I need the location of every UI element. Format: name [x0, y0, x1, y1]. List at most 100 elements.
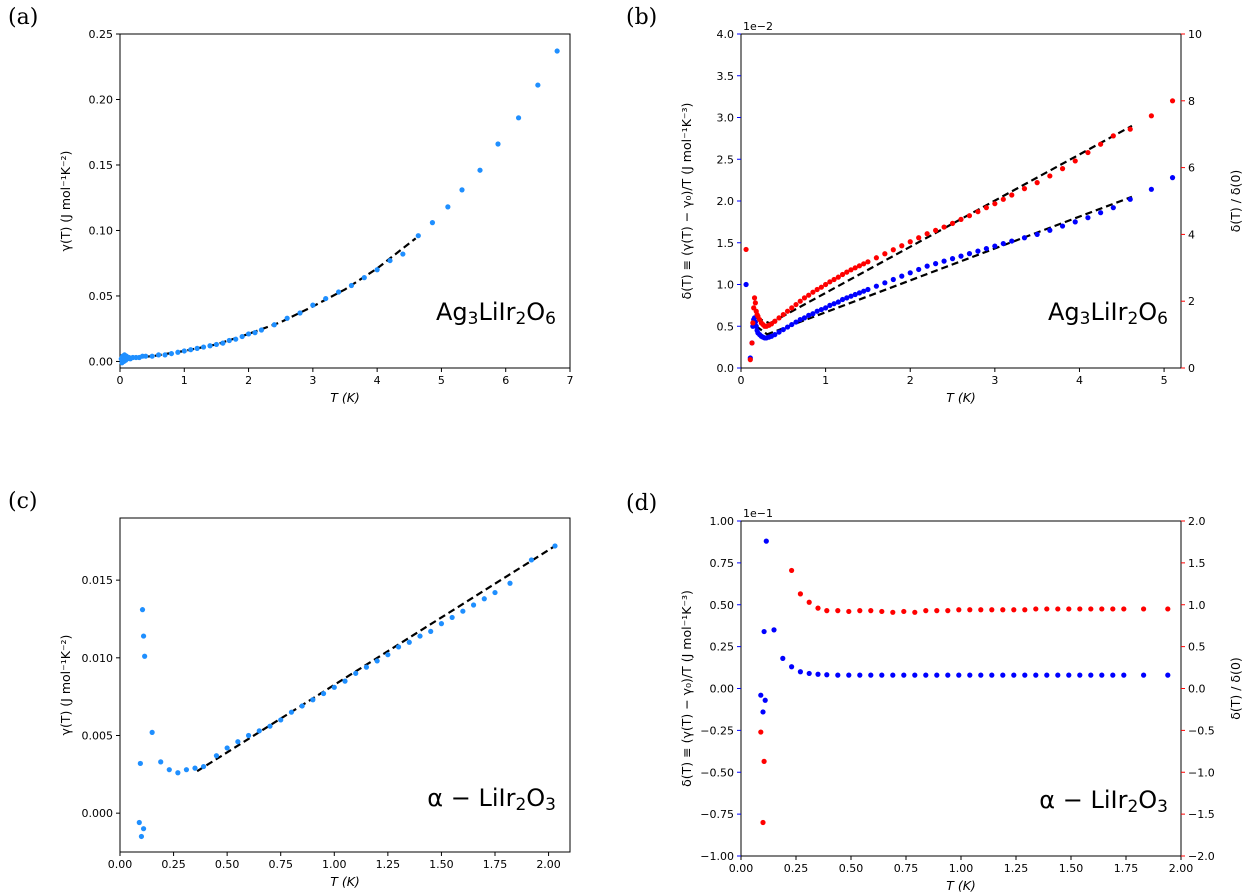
data-point — [801, 315, 808, 321]
panel-label: (a) — [8, 5, 38, 30]
data-point — [1072, 158, 1078, 164]
y-tick-label: 4.0 — [717, 28, 735, 41]
data-point — [158, 759, 164, 765]
data-point — [137, 760, 143, 767]
data-point — [1141, 672, 1147, 678]
data-point — [374, 658, 380, 664]
data-point — [200, 344, 207, 350]
x-tick-label: 2 — [907, 374, 914, 387]
data-point — [861, 261, 867, 267]
y-right-axis-title: δ(T) / δ(0) — [1228, 170, 1243, 233]
y-tick-label: 1.0 — [717, 279, 735, 292]
data-point — [1055, 606, 1061, 612]
x-tick-label: 0.00 — [108, 858, 133, 871]
x-tick-label: 1 — [181, 374, 188, 387]
x-tick-label: 1.75 — [483, 858, 508, 871]
data-point — [1088, 672, 1094, 678]
data-point — [873, 255, 879, 261]
data-point — [924, 231, 930, 237]
panel-label: (d) — [626, 491, 657, 516]
data-point — [1009, 238, 1015, 244]
data-point — [941, 224, 947, 230]
x-tick-label: 6 — [502, 374, 509, 387]
data-point — [136, 819, 142, 826]
data-point — [956, 672, 962, 678]
data-point — [901, 608, 907, 615]
data-point — [789, 321, 795, 328]
data-point — [245, 732, 252, 739]
x-tick-label: 1.00 — [949, 862, 974, 875]
data-point — [868, 672, 874, 678]
data-point — [142, 653, 148, 659]
data-point — [924, 263, 930, 269]
data-point — [780, 326, 786, 333]
data-point — [226, 337, 232, 344]
y-tick-label: 0.25 — [710, 641, 735, 654]
data-point — [374, 267, 380, 273]
y-tick-label: 0.015 — [82, 574, 114, 587]
data-point — [814, 286, 820, 293]
data-point — [1034, 231, 1040, 237]
data-point — [856, 290, 863, 296]
y-right-tick-label: 2 — [1188, 295, 1195, 308]
data-point — [865, 259, 871, 265]
data-point — [856, 263, 863, 269]
data-point — [848, 293, 854, 299]
y-tick-label: 0.20 — [89, 93, 114, 106]
data-point — [776, 315, 782, 321]
data-point — [233, 336, 239, 342]
x-tick-label: 2.00 — [536, 858, 561, 871]
data-point — [852, 291, 858, 298]
data-point — [1047, 227, 1053, 233]
data-point — [481, 596, 487, 602]
data-point — [758, 729, 764, 735]
data-point — [743, 246, 749, 253]
data-point — [797, 669, 804, 675]
x-tick-label: 1 — [822, 374, 829, 387]
data-point — [827, 302, 833, 308]
data-point — [749, 340, 755, 346]
plot-frame — [119, 33, 571, 369]
data-point — [492, 589, 498, 596]
data-point — [1148, 113, 1154, 119]
data-point — [771, 627, 777, 633]
y-right-tick-label: −2.0 — [1188, 850, 1215, 863]
data-point — [945, 672, 951, 678]
data-point — [175, 349, 181, 355]
x-tick-label: 5 — [1161, 374, 1168, 387]
data-point — [1022, 607, 1028, 613]
y-tick-label: 0.00 — [89, 355, 114, 368]
data-point — [1021, 235, 1028, 241]
data-point — [552, 543, 558, 549]
data-point — [459, 187, 465, 193]
data-point — [1047, 173, 1053, 179]
data-point — [140, 826, 147, 832]
data-point — [835, 274, 841, 280]
data-point — [844, 269, 850, 275]
x-tick-label: 0.00 — [729, 862, 754, 875]
x-tick-label: 0.25 — [784, 862, 809, 875]
data-point — [1165, 606, 1171, 612]
data-point — [772, 332, 778, 338]
data-point — [934, 672, 940, 678]
x-tick-label: 1.25 — [1004, 862, 1029, 875]
data-point — [528, 557, 535, 563]
y-tick-label: −1.00 — [700, 850, 734, 863]
data-point — [220, 340, 226, 346]
data-point — [806, 312, 812, 318]
data-point — [780, 655, 786, 661]
data-point — [873, 283, 879, 289]
data-point — [857, 608, 863, 614]
y-tick-label: 0.05 — [89, 290, 114, 303]
data-point — [824, 608, 830, 614]
y-right-tick-label: 4 — [1188, 228, 1195, 241]
axis-offset-label: 1e−1 — [743, 507, 773, 520]
data-point — [1066, 606, 1072, 612]
x-axis-title: T (K) — [330, 874, 360, 889]
data-point — [267, 723, 273, 729]
data-point — [335, 289, 342, 295]
data-point — [789, 305, 795, 311]
data-point — [797, 298, 803, 304]
data-point — [181, 348, 187, 354]
